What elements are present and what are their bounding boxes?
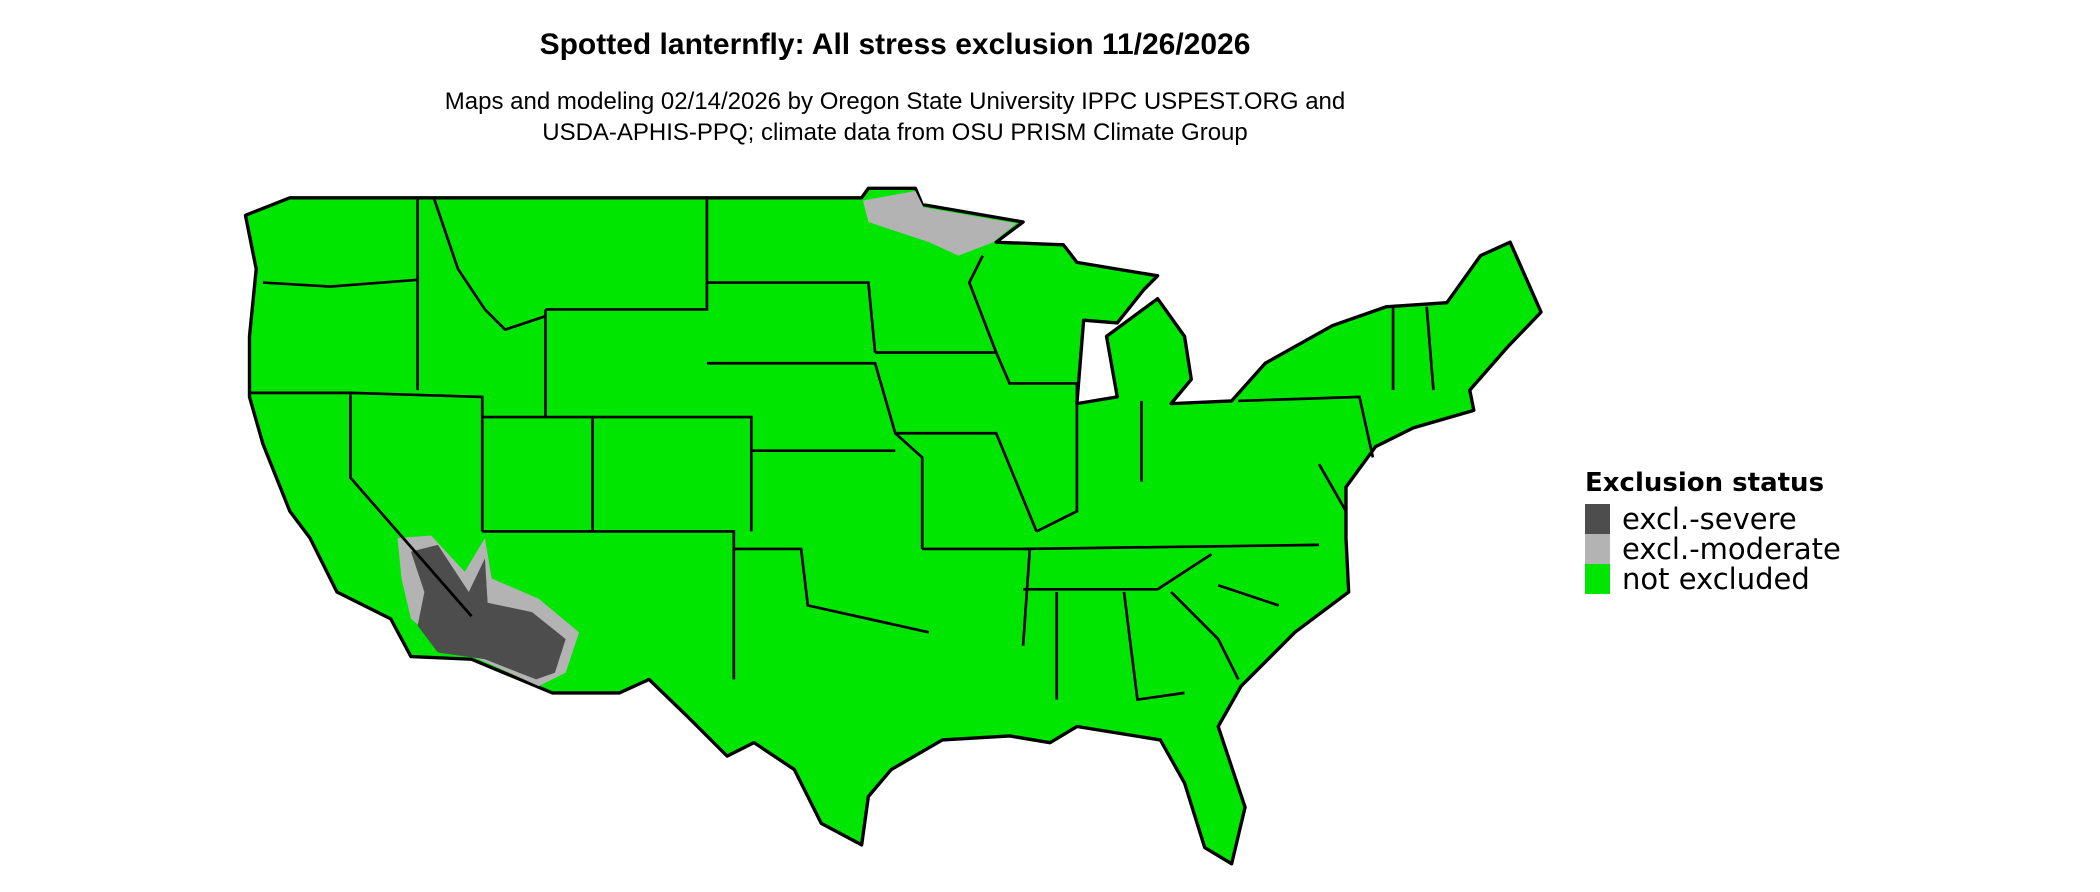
subtitle-line-1: Maps and modeling 02/14/2026 by Oregon S… (444, 88, 1346, 115)
subtitle-line-2: USDA-APHIS-PPQ; climate data from OSU PR… (542, 119, 1248, 146)
state-borders (249, 197, 1435, 702)
moderate-exclusion-minnesota (862, 191, 1017, 256)
legend-label: excl.-severe (1622, 502, 1797, 536)
legend-swatch-not-excluded (1585, 564, 1610, 594)
legend-label: not excluded (1622, 562, 1810, 596)
legend-swatch-moderate (1585, 534, 1610, 564)
legend-title: Exclusion status (1585, 468, 1825, 498)
legend-item-not-excluded: not excluded (1585, 564, 1841, 594)
map-title: Spotted lanternfly: All stress exclusion… (539, 28, 1251, 61)
legend: Exclusion status excl.-severe excl.-mode… (1585, 468, 1841, 594)
legend-item-severe: excl.-severe (1585, 504, 1841, 534)
map-subtitle: Maps and modeling 02/14/2026 by Oregon S… (0, 86, 1790, 148)
legend-label: excl.-moderate (1622, 532, 1841, 566)
us-outline (243, 186, 1543, 866)
legend-item-moderate: excl.-moderate (1585, 534, 1841, 564)
legend-swatch-severe (1585, 504, 1610, 534)
severe-exclusion-southwest (410, 544, 566, 680)
